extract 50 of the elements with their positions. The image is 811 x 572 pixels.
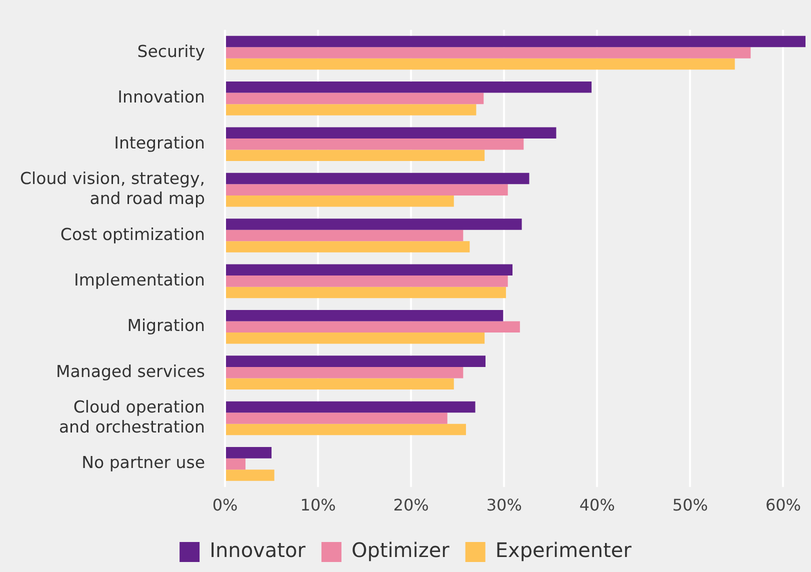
y-tick-label: Cloud vision, strategy, and road map [20,169,206,208]
y-tick-label: Cloud operation and orchestration [58,398,206,436]
bar [226,92,484,104]
y-tick-label: No partner use [82,453,206,472]
bar [226,321,520,333]
x-tick-label: 0% [212,496,238,515]
bar [226,401,476,413]
y-tick-label: Integration [114,133,206,152]
bar [226,82,592,93]
bar [226,264,512,276]
bar [226,36,806,48]
y-tick-label: Managed services [56,362,206,381]
bar [226,230,464,242]
legend-label: Experimenter [495,538,632,562]
bar [226,378,454,390]
x-tick-label: 50% [672,496,708,515]
bar [226,195,454,207]
bar [226,47,751,58]
bar [226,184,508,196]
bar [226,104,476,116]
bar [226,447,272,458]
legend-label: Optimizer [351,538,450,562]
x-tick-label: 40% [579,496,615,515]
bar [226,412,448,424]
bar [226,470,274,481]
bar [226,458,246,470]
bar [226,218,522,230]
bar [226,332,485,344]
bar [226,356,486,367]
legend-label: Innovator [210,538,306,562]
bar [226,150,485,162]
bar [226,58,735,70]
bar [226,172,530,184]
bar [226,127,556,138]
y-tick-label: Migration [127,316,206,336]
bar [226,276,508,287]
y-tick-label: Implementation [74,270,206,290]
y-tick-label: Security [137,42,206,62]
bar [226,310,504,322]
y-tick-label: Innovation [118,88,206,107]
bar [226,424,466,436]
bar [226,286,506,298]
bar [226,241,470,252]
x-tick-label: 60% [765,496,801,515]
bar [226,138,524,150]
bar [226,366,464,378]
x-tick-label: 10% [300,496,336,515]
x-tick-label: 20% [393,496,429,515]
x-tick-label: 30% [486,496,522,515]
y-tick-label: Cost optimization [60,224,206,244]
